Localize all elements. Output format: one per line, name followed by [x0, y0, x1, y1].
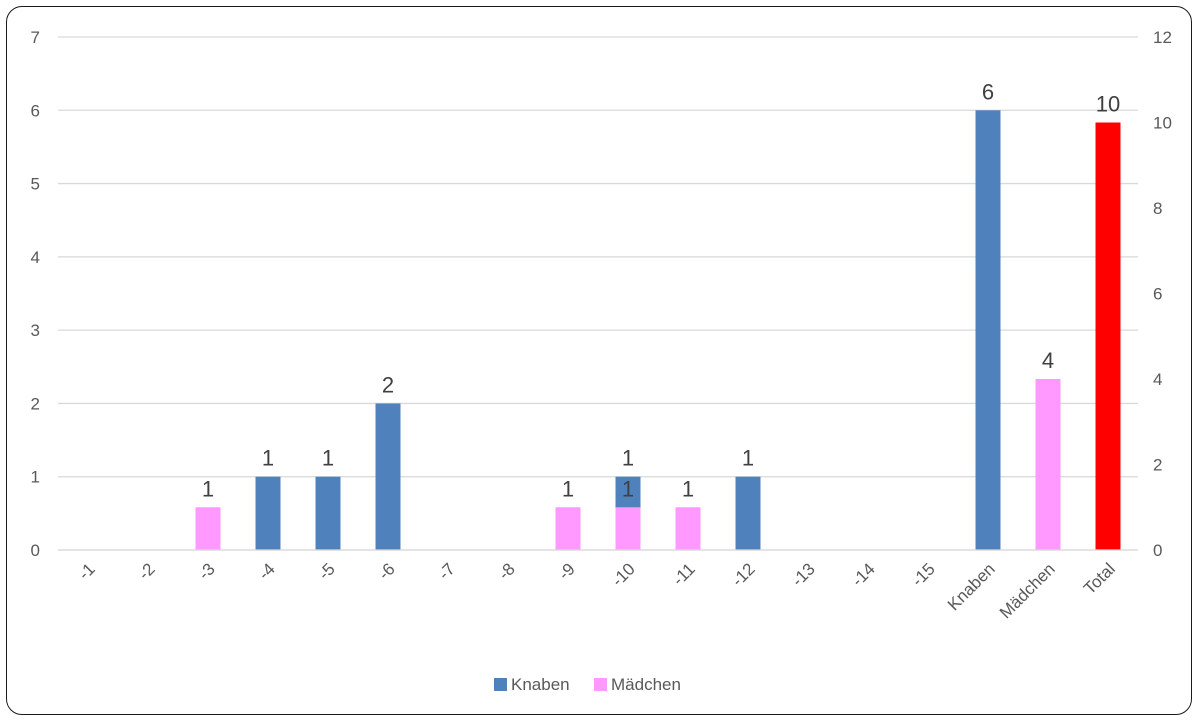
y-right-tick-label: 12 — [1153, 28, 1172, 47]
x-tick-label: -10 — [608, 559, 639, 590]
y-right-tick-label: 4 — [1153, 370, 1162, 389]
y-right-tick-label: 6 — [1153, 285, 1162, 304]
x-tick-label: -2 — [135, 559, 159, 583]
y-right-tick-label: 8 — [1153, 199, 1162, 218]
y-right-tick-label: 0 — [1153, 541, 1162, 560]
bar-mdchen-11 — [675, 507, 701, 550]
data-label: 10 — [1096, 92, 1120, 117]
legend-swatch-mdchen — [594, 678, 607, 691]
bar-knaben-Knaben — [975, 110, 1001, 551]
x-tick-label: Knaben — [944, 559, 999, 614]
x-tick-label: -15 — [908, 559, 939, 590]
y-left-tick-label: 1 — [31, 468, 40, 487]
x-tick-label: -6 — [375, 559, 399, 583]
data-label: 1 — [622, 446, 634, 471]
bar-mdchen-Mdchen — [1035, 379, 1061, 550]
y-left-tick-label: 0 — [31, 541, 40, 560]
y-left-tick-label: 5 — [31, 175, 40, 194]
x-tick-label: -11 — [669, 559, 699, 589]
x-tick-label: -14 — [848, 559, 879, 590]
x-tick-label: -7 — [435, 559, 459, 583]
data-label: 6 — [982, 79, 994, 104]
bar-knaben-6 — [375, 403, 401, 550]
y-left-tick-label: 4 — [31, 248, 40, 267]
y-left-tick-label: 3 — [31, 321, 40, 340]
data-label: 1 — [202, 476, 214, 501]
data-label: 1 — [322, 446, 334, 471]
x-tick-label: -3 — [195, 559, 219, 583]
data-label: 4 — [1042, 348, 1054, 373]
y-left-tick-label: 6 — [31, 101, 40, 120]
x-tick-label: -9 — [555, 559, 579, 583]
y-left-tick-label: 2 — [31, 394, 40, 413]
legend-label: Mädchen — [611, 675, 681, 694]
bar-knaben-12 — [735, 476, 761, 550]
x-tick-label: -12 — [728, 559, 759, 590]
y-left-tick-label: 7 — [31, 28, 40, 47]
y-right-tick-label: 10 — [1153, 114, 1172, 133]
data-label: 1 — [262, 446, 274, 471]
data-label: 1 — [742, 446, 754, 471]
data-label: 1 — [682, 476, 694, 501]
bar-mdchen-9 — [555, 507, 581, 550]
bar-mdchen-10 — [615, 507, 641, 550]
data-label: 1 — [562, 476, 574, 501]
x-tick-label: -8 — [495, 559, 519, 583]
bar-knaben-5 — [315, 476, 341, 550]
y-right-tick-label: 2 — [1153, 456, 1162, 475]
x-tick-label: -5 — [315, 559, 339, 583]
bar-knaben-4 — [255, 476, 281, 550]
x-tick-label: -13 — [788, 559, 819, 590]
x-tick-label: -4 — [255, 559, 279, 583]
data-label: 1 — [622, 476, 634, 501]
data-label: 2 — [382, 372, 394, 397]
x-tick-label: Total — [1080, 559, 1119, 598]
bar-total-Total — [1095, 122, 1121, 550]
legend-label: Knaben — [511, 675, 570, 694]
legend-swatch-knaben — [494, 678, 507, 691]
x-tick-label: Mädchen — [996, 559, 1059, 622]
bar-mdchen-3 — [195, 507, 221, 550]
x-tick-label: -1 — [75, 559, 99, 583]
